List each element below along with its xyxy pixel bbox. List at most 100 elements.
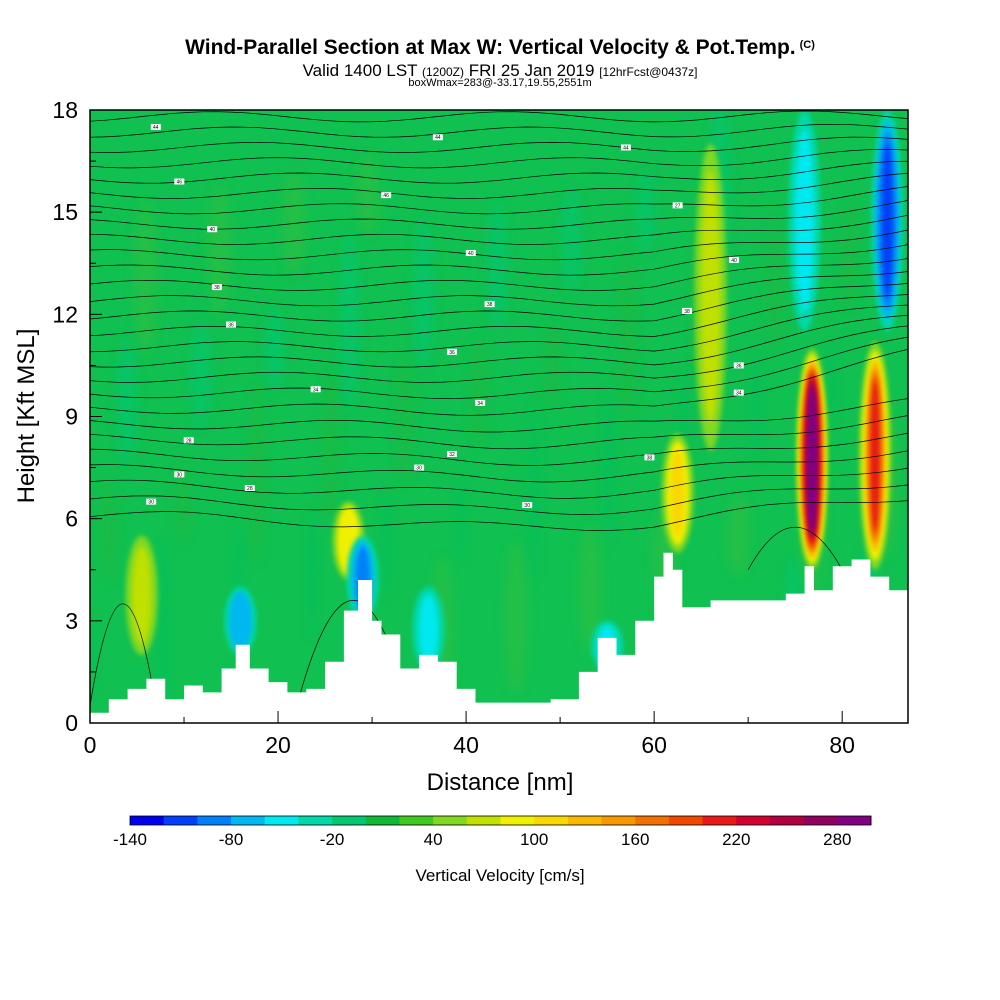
- contour-label-bg: [729, 256, 740, 263]
- texture-streak: [174, 461, 191, 542]
- texture-streak: [619, 250, 636, 427]
- y-tick-label: 15: [52, 199, 78, 225]
- contour-label-bg: [414, 464, 425, 471]
- colorbar-swatch: [466, 816, 501, 825]
- contour-label: 32: [449, 452, 455, 458]
- downdraft-core: [233, 595, 248, 647]
- contour-label-bg: [484, 301, 495, 308]
- contour-label-bg: [432, 134, 443, 141]
- theta-contour: [747, 527, 843, 570]
- contour-label: 34: [736, 391, 742, 397]
- contour-label: 34: [477, 401, 483, 407]
- colorbar-swatch: [433, 816, 468, 825]
- colorbar: -140 -80 -20 40 100 160 220 280: [113, 815, 872, 849]
- colorbar-tick-label: 40: [424, 830, 443, 849]
- colorbar-swatch: [769, 816, 805, 825]
- contour-label: 27: [675, 203, 681, 209]
- colorbar-swatch: [264, 816, 299, 825]
- colorbar-swatch: [567, 816, 603, 825]
- texture-streak: [528, 403, 541, 580]
- theta-contour: [90, 336, 908, 399]
- colorbar-frame: [129, 815, 872, 826]
- theta-contour: [90, 200, 908, 230]
- contour-label-bg: [226, 321, 237, 328]
- contour-label: 30: [416, 466, 422, 472]
- downdraft-core: [881, 143, 893, 299]
- theta-contour: [90, 229, 908, 261]
- colorbar-swatch: [534, 816, 569, 825]
- texture-streak: [726, 495, 751, 576]
- contour-label-bg: [644, 454, 655, 461]
- updraft-core: [870, 378, 880, 533]
- texture-streak: [133, 200, 158, 353]
- contour-label-bg: [733, 389, 744, 396]
- downdraft-core: [418, 594, 439, 665]
- x-axis: 0 20 40 60 80: [84, 711, 855, 758]
- texture-streak: [750, 357, 763, 462]
- chart-title-main: Wind-Parallel Section at Max W: Vertical…: [185, 36, 796, 59]
- theta-contour: [90, 349, 908, 416]
- theta-contour: [90, 214, 908, 245]
- theta-contour: [90, 603, 157, 707]
- texture-streak: [100, 476, 117, 581]
- contour-label-bg: [310, 386, 321, 393]
- contour-label-bg: [522, 502, 533, 509]
- contour-label-bg: [620, 144, 631, 151]
- texture-streak: [824, 342, 837, 423]
- contour-label-bg: [446, 450, 457, 457]
- colorbar-swatch: [837, 816, 872, 825]
- downdraft-core: [794, 129, 815, 312]
- colorbar-swatch: [736, 816, 771, 825]
- colorbar-swatch: [668, 816, 704, 825]
- colorbar-swatch: [197, 816, 232, 825]
- theta-contour: [90, 283, 908, 322]
- updraft-core: [700, 171, 721, 423]
- contour-label-bg: [682, 307, 693, 314]
- x-tick-label: 60: [641, 732, 667, 758]
- contour-label-bg: [150, 124, 161, 131]
- contour-label: 36: [228, 323, 234, 329]
- texture-streak: [207, 185, 232, 314]
- contour-label-bg: [207, 226, 218, 233]
- theta-contour: [90, 123, 908, 138]
- colorbar-swatch: [803, 816, 838, 825]
- contour-label-bg: [475, 399, 486, 406]
- texture-streak: [470, 340, 487, 445]
- theta-contour-labels: 44 44 44 46 46 27 40 40 40 38 38 38 36 36 36 34 34 34 28 32…: [146, 124, 744, 509]
- theta-contour: [90, 304, 908, 353]
- contour-label-bg: [672, 202, 683, 209]
- contour-label-bg: [244, 485, 255, 492]
- contour-label: 28: [186, 438, 192, 444]
- theta-contour: [90, 149, 908, 169]
- contour-label: 30: [524, 503, 530, 509]
- theta-contour: [90, 244, 908, 276]
- colorbar-swatch: [500, 816, 535, 825]
- contour-label: 36: [449, 350, 455, 356]
- y-tick-label: 12: [52, 301, 78, 327]
- contour-label: 38: [214, 285, 220, 291]
- contour-label: 40: [468, 251, 474, 257]
- texture-streak: [767, 219, 784, 348]
- theta-contour: [90, 467, 908, 499]
- theta-contour: [90, 271, 908, 307]
- texture-streak: [265, 308, 286, 389]
- updraft-core: [132, 546, 152, 645]
- contour-label: 38: [647, 455, 653, 461]
- colorbar-tick-label: -80: [219, 830, 244, 849]
- texture-streak: [90, 614, 96, 695]
- forecast-info: [12hrFcst@0437z]: [599, 65, 698, 79]
- contour-label: 44: [623, 145, 629, 151]
- texture-streak: [322, 371, 339, 524]
- chart-subtitle: Valid 1400 LST (1200Z) FRI 25 Jan 2019 […: [0, 61, 1000, 81]
- utc-time: (1200Z): [421, 65, 465, 79]
- theta-contour: [90, 110, 908, 123]
- texture-streak: [191, 323, 212, 428]
- y-axis-label: Height [Kft MSL]: [13, 329, 40, 504]
- x-tick-label: 40: [453, 732, 479, 758]
- texture-streak: [487, 202, 508, 331]
- valid-time: Valid 1400 LST: [302, 61, 418, 80]
- contour-label: 44: [435, 135, 441, 141]
- texture-streak: [355, 155, 380, 236]
- contour-label: 30: [177, 472, 183, 478]
- contour-label: 30: [148, 500, 154, 506]
